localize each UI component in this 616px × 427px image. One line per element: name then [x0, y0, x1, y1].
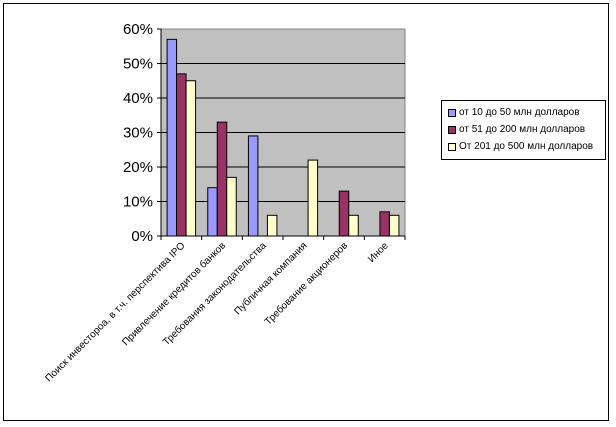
y-tick-label: 50%	[123, 56, 153, 73]
x-category-label: Требование акционеров	[262, 240, 350, 328]
legend-item: от 10 до 50 млн долларов	[448, 104, 605, 121]
bar	[348, 214, 359, 237]
x-category-label: Иное	[366, 240, 391, 265]
y-tick-labels: 0% 10% 20% 30% 40% 50% 60%	[123, 21, 161, 245]
legend-label: от 51 до 200 млн долларов	[459, 124, 586, 135]
legend-swatch	[448, 108, 456, 117]
legend-item: От 201 до 500 млн долларов	[448, 138, 605, 155]
x-category-label: Поиск инвестороа, в т.ч. перспектива IPO	[43, 240, 187, 384]
gridlines	[161, 63, 405, 202]
y-tick-label: 0%	[131, 228, 153, 245]
bar	[185, 80, 197, 237]
bar	[247, 135, 259, 237]
x-category-labels: Поиск инвестороа, в т.ч. перспектива IPO…	[43, 236, 406, 384]
legend-label: от 10 до 50 млн долларов	[459, 107, 580, 118]
legend-label: От 201 до 500 млн долларов	[459, 141, 594, 152]
y-tick-label: 40%	[123, 90, 153, 107]
y-tick-label: 20%	[123, 159, 153, 176]
bar	[207, 187, 218, 237]
y-tick-label: 60%	[123, 21, 153, 38]
bar	[216, 121, 228, 237]
bar	[379, 211, 390, 237]
legend-item: от 51 до 200 млн долларов	[448, 121, 605, 138]
legend: от 10 до 50 млн долларов от 51 до 200 млн…	[441, 100, 606, 160]
bar	[338, 190, 350, 237]
bar	[166, 38, 178, 237]
bar	[388, 214, 400, 237]
x-category-label: Публичная компания	[232, 240, 310, 318]
bar	[226, 176, 237, 237]
legend-swatch	[448, 125, 456, 134]
bar	[266, 214, 278, 237]
legend-swatch	[448, 142, 456, 151]
y-tick-label: 10%	[123, 194, 153, 211]
bars	[166, 38, 400, 237]
bar	[176, 73, 187, 237]
bar	[307, 159, 319, 237]
y-tick-label: 30%	[123, 125, 153, 142]
